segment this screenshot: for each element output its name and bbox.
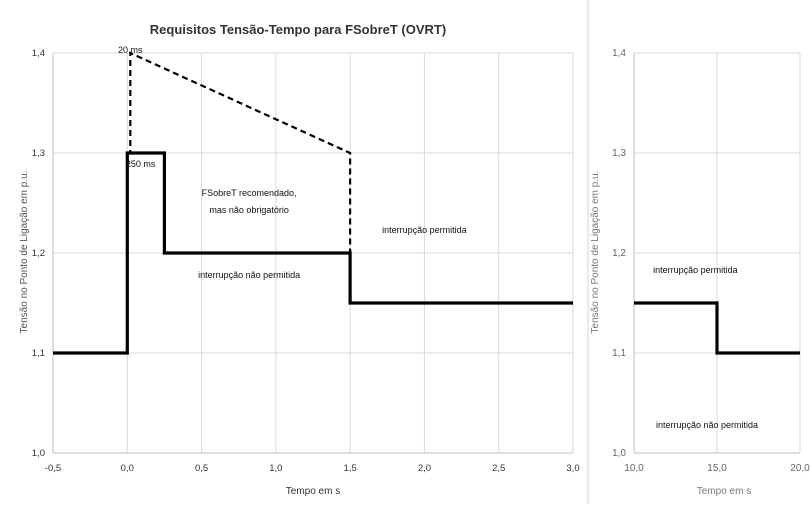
annotation-label: interrupção permitida [382,225,467,235]
x-tick-label: 1,5 [344,463,357,474]
right-plot: 10,0 15,0 20,0 1,0 1,1 1,2 1,3 1,4 interrupção p… [612,48,810,474]
y-tick-label: 1,4 [612,48,626,59]
annotation-label: interrupção não permitida [198,270,300,280]
requirement-line [634,301,800,355]
x-tick-label: 20,0 [790,463,810,474]
y-tick-label: 1,0 [32,448,45,459]
x-tick-label: 3,0 [566,463,579,474]
x-tick-label: 2,5 [492,463,505,474]
x-tick-label: -0,5 [45,463,61,474]
annotation-label: 250 ms [126,159,156,169]
recommended-limit-line [127,51,352,253]
y-axis-label: Tensão no Ponto de Ligação em p.u. [19,171,30,334]
chart-title: Requisitos Tensão-Tempo para FSobreT (OV… [150,22,446,37]
annotation-label: interrupção não permitida [656,420,758,430]
y-tick-label: 1,2 [32,248,45,259]
y-axis-label-right: Tensão no Ponto de Ligação em p.u. [590,171,601,334]
y-tick-label: 1,0 [612,448,626,459]
y-tick-label: 1,1 [612,348,626,359]
x-tick-label: 2,0 [418,463,431,474]
y-tick-label: 1,3 [32,148,45,159]
annotation-label: mas não obrigatório [209,205,289,215]
y-tick-label: 1,2 [612,248,626,259]
x-tick-label: 0,0 [121,463,134,474]
y-tick-label: 1,4 [32,48,45,59]
requirement-line [53,151,573,355]
main-plot: -0,5 0,0 0,5 1,0 1,5 2,0 2,5 3,0 1,0 1,1 1,2 1,3 1,4… [32,45,580,474]
annotation-label: FSobreT recomendado, [202,188,297,198]
y-tick-label: 1,1 [32,348,45,359]
x-tick-label: 1,0 [269,463,282,474]
x-axis-label-right: Tempo em s [697,486,751,497]
x-tick-label: 10,0 [624,463,644,474]
annotation-label: interrupção permitida [653,265,738,275]
x-tick-label: 0,5 [195,463,208,474]
y-tick-label: 1,3 [612,148,626,159]
annotation-label: 20 ms [118,45,143,55]
x-tick-label: 15,0 [707,463,727,474]
x-axis-label: Tempo em s [286,486,340,497]
